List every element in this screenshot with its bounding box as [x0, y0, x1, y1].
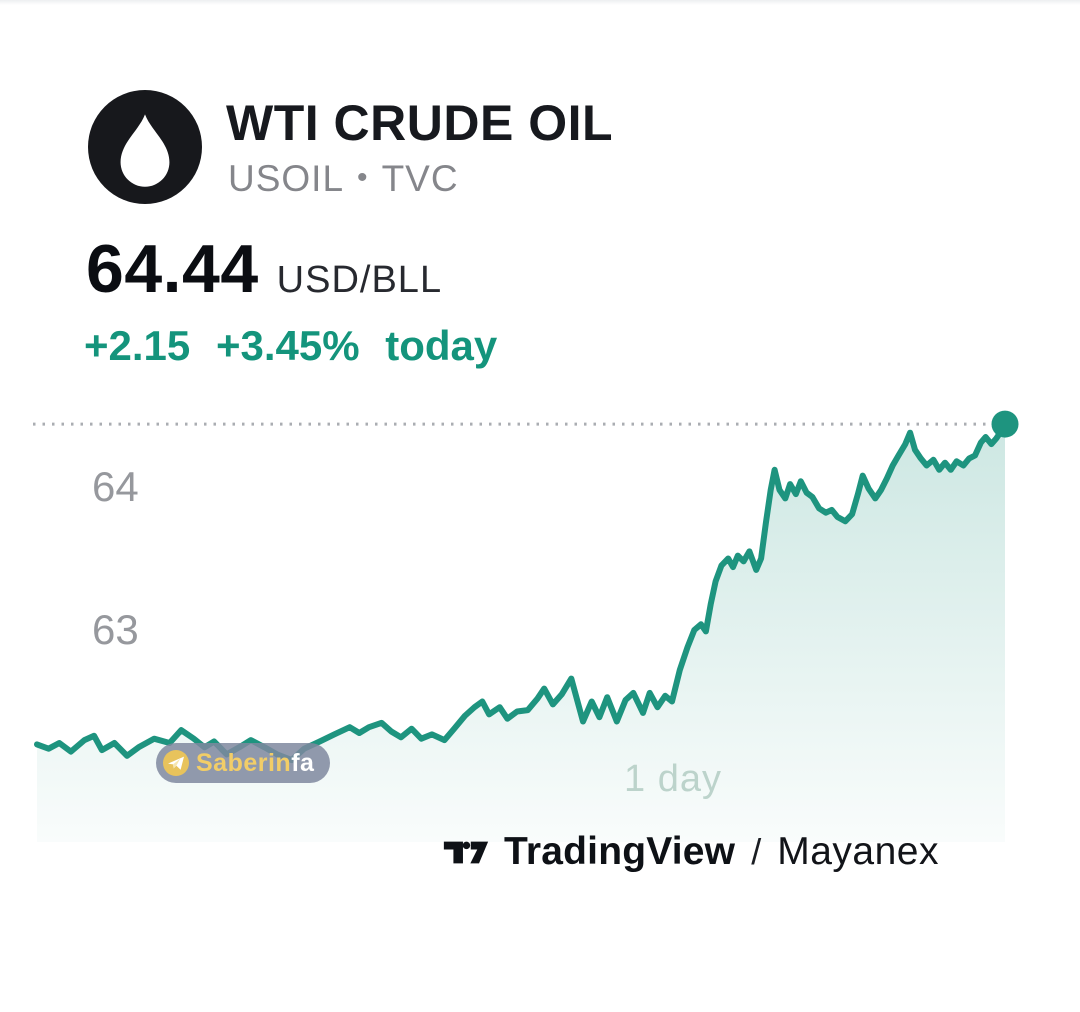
symbol-exchange-separator: •	[357, 161, 369, 194]
attribution-link[interactable]: TradingView / Mayanex	[443, 830, 939, 874]
change-percent: +3.45%	[215, 322, 360, 369]
oil-drop-icon	[88, 90, 202, 204]
price-change-row: +2.15 +3.45% today	[84, 322, 497, 370]
author-name: Mayanex	[777, 830, 939, 873]
exchange-label: TVC	[381, 158, 459, 199]
y-axis-tick-64: 64	[92, 463, 139, 510]
last-price-dot	[991, 410, 1019, 438]
footer: TradingView / Mayanex	[443, 830, 939, 874]
price-row: 64.44 USD/BLL	[86, 230, 442, 308]
y-axis-tick-63: 63	[92, 606, 139, 653]
price-area	[37, 424, 1005, 842]
price-unit: USD/BLL	[276, 259, 443, 301]
change-period: today	[385, 322, 498, 369]
tradingview-logo-icon	[443, 841, 489, 863]
instrument-title: WTI CRUDE OIL	[226, 95, 614, 151]
attribution-separator: /	[751, 831, 762, 872]
change-absolute: +2.15	[84, 322, 191, 369]
last-price: 64.44	[86, 231, 259, 307]
instrument-subtitle: USOIL • TVC	[228, 158, 459, 200]
time-range-label[interactable]: 1 day	[624, 758, 722, 800]
watermark-text-secondary: fa	[291, 748, 315, 777]
watermark-text-primary: Saberin	[196, 748, 292, 777]
watermark-badge: Saberin fa	[156, 743, 331, 783]
symbol-label: USOIL	[228, 158, 345, 199]
telegram-plane-icon	[163, 750, 189, 776]
brand-name: TradingView	[504, 830, 736, 873]
